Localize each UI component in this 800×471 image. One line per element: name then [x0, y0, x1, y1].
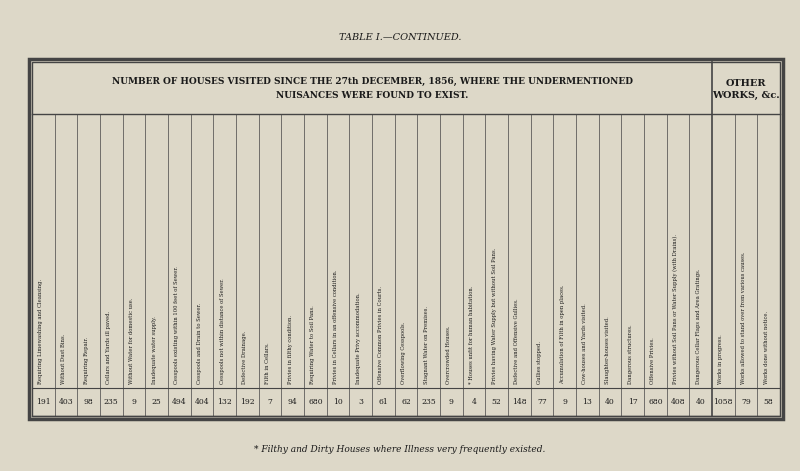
Text: 17: 17 [628, 398, 638, 406]
Text: Without Water for domestic use.: Without Water for domestic use. [129, 298, 134, 384]
Bar [32, 62, 780, 416]
Text: Privies in Cellars in an offensive condition.: Privies in Cellars in an offensive condi… [333, 269, 338, 384]
Text: 235: 235 [422, 398, 436, 406]
Text: Requiring Water to Soil Pans.: Requiring Water to Soil Pans. [310, 305, 315, 384]
Text: 4: 4 [471, 398, 477, 406]
Text: Dangerous structures.: Dangerous structures. [628, 325, 633, 384]
Text: Accumulation of Filth in open places.: Accumulation of Filth in open places. [560, 284, 565, 384]
Text: * Filthy and Dirty Houses where Illness very frequently existed.: * Filthy and Dirty Houses where Illness … [254, 445, 546, 454]
Text: 1058: 1058 [714, 398, 733, 406]
Text: Cesspools not within distance of Sewer.: Cesspools not within distance of Sewer. [220, 278, 225, 384]
Text: 79: 79 [741, 398, 751, 406]
Bar [29, 59, 783, 419]
Text: 494: 494 [172, 398, 186, 406]
Text: Works allowed to stand over from various causes.: Works allowed to stand over from various… [741, 252, 746, 384]
Text: 40: 40 [605, 398, 615, 406]
Text: Inadequate water supply.: Inadequate water supply. [152, 316, 157, 384]
Text: Privies having Water Supply but without Soil Pans.: Privies having Water Supply but without … [492, 248, 497, 384]
Text: 9: 9 [131, 398, 137, 406]
Text: TABLE I.—CONTINUED.: TABLE I.—CONTINUED. [338, 33, 462, 42]
Text: 13: 13 [582, 398, 592, 406]
Text: Gullies stopped.: Gullies stopped. [537, 341, 542, 384]
Text: Dangerous Cellar Flaps and Area Gratings.: Dangerous Cellar Flaps and Area Gratings… [696, 268, 701, 384]
Text: 25: 25 [152, 398, 162, 406]
Text: Stagnant Water on Premises.: Stagnant Water on Premises. [424, 306, 429, 384]
Text: Privies without Soil Pans or Water Supply (with Drains).: Privies without Soil Pans or Water Suppl… [673, 234, 678, 384]
Text: Overcrowded Houses.: Overcrowded Houses. [446, 325, 451, 384]
Text: 40: 40 [696, 398, 706, 406]
Text: 132: 132 [218, 398, 232, 406]
Text: * Houses unfit for human habitation.: * Houses unfit for human habitation. [469, 285, 474, 384]
Text: 680: 680 [648, 398, 662, 406]
Text: Filth in Cellars.: Filth in Cellars. [265, 342, 270, 384]
Text: Overflowing Cesspools.: Overflowing Cesspools. [401, 322, 406, 384]
Text: 7: 7 [267, 398, 273, 406]
Text: 98: 98 [84, 398, 94, 406]
Text: 680: 680 [308, 398, 322, 406]
Text: 94: 94 [288, 398, 298, 406]
Text: Defective Drainage.: Defective Drainage. [242, 331, 247, 384]
Text: 191: 191 [36, 398, 50, 406]
Text: Offensive Common Privies in Courts.: Offensive Common Privies in Courts. [378, 286, 383, 384]
Text: 62: 62 [401, 398, 411, 406]
Text: NUISANCES WERE FOUND TO EXIST.: NUISANCES WERE FOUND TO EXIST. [276, 90, 468, 99]
Text: Cesspools existing within 100 feet of Sewer.: Cesspools existing within 100 feet of Se… [174, 266, 179, 384]
Text: 403: 403 [58, 398, 74, 406]
Text: Cow-houses and Yards visited.: Cow-houses and Yards visited. [582, 303, 587, 384]
Text: Inadequate Privy accommodation.: Inadequate Privy accommodation. [356, 292, 361, 384]
Text: 3: 3 [358, 398, 363, 406]
Text: Works done without notice.: Works done without notice. [764, 311, 769, 384]
Text: Without Dust Bins.: Without Dust Bins. [61, 334, 66, 384]
Text: Slaughter-houses visited.: Slaughter-houses visited. [605, 316, 610, 384]
Text: Offensive Privies.: Offensive Privies. [650, 337, 655, 384]
Text: Requiring Limewashing and Cleansing.: Requiring Limewashing and Cleansing. [38, 279, 43, 384]
Text: 408: 408 [670, 398, 686, 406]
Text: 192: 192 [240, 398, 254, 406]
Text: 10: 10 [333, 398, 343, 406]
Text: 9: 9 [562, 398, 567, 406]
Text: 404: 404 [194, 398, 210, 406]
Text: NUMBER OF HOUSES VISITED SINCE THE 27th DECEMBER, 1856, WHERE THE UNDERMENTIONED: NUMBER OF HOUSES VISITED SINCE THE 27th … [111, 76, 633, 86]
Text: 235: 235 [104, 398, 118, 406]
Text: 9: 9 [449, 398, 454, 406]
Text: Defective and Offensive Gullies.: Defective and Offensive Gullies. [514, 298, 519, 384]
Text: OTHER: OTHER [726, 79, 766, 88]
Text: Works in progress.: Works in progress. [718, 334, 723, 384]
Text: 58: 58 [764, 398, 774, 406]
Text: 52: 52 [492, 398, 502, 406]
Text: 148: 148 [512, 398, 526, 406]
Text: Privies in filthy condition.: Privies in filthy condition. [288, 315, 293, 384]
Text: 77: 77 [537, 398, 547, 406]
Text: WORKS, &c.: WORKS, &c. [712, 90, 780, 99]
Text: Cesspools and Drain to Sewer.: Cesspools and Drain to Sewer. [197, 303, 202, 384]
Text: 61: 61 [378, 398, 388, 406]
Text: Requiring Repair.: Requiring Repair. [84, 337, 89, 384]
Text: Cellars and Yards ill paved.: Cellars and Yards ill paved. [106, 311, 111, 384]
